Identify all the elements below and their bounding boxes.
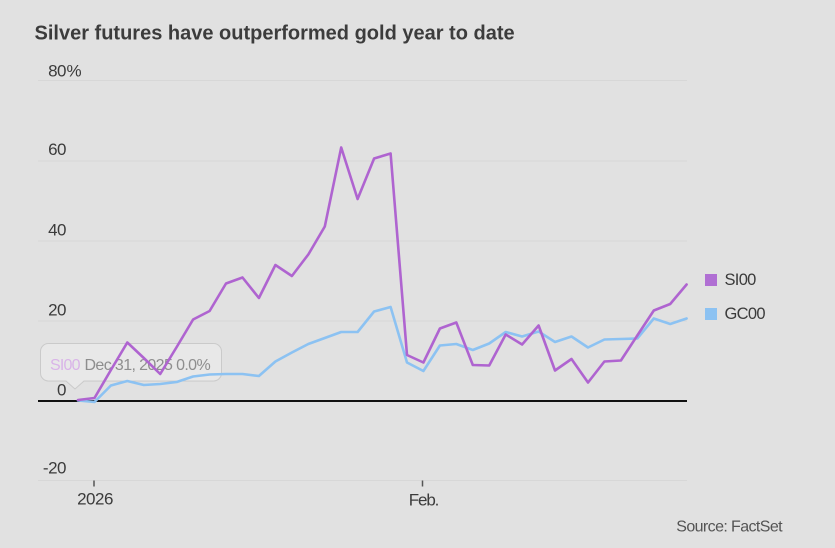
svg-text:%: % [67,62,82,81]
svg-text:2026: 2026 [77,490,113,509]
svg-text:Feb.: Feb. [409,491,439,510]
svg-text:20: 20 [48,301,66,320]
svg-text:GC00: GC00 [725,305,766,323]
svg-text:Silver futures have outperform: Silver futures have outperformed gold ye… [35,23,515,45]
svg-text:-20: -20 [43,459,66,478]
svg-text:Dec 31, 2025 0.0%: Dec 31, 2025 0.0% [85,357,211,374]
svg-text:SI00: SI00 [50,357,81,374]
svg-text:40: 40 [48,221,66,240]
svg-text:Source: FactSet: Source: FactSet [676,519,783,536]
svg-text:0: 0 [57,381,66,400]
svg-text:SI00: SI00 [725,271,757,289]
svg-text:60: 60 [48,140,66,159]
svg-text:80: 80 [48,62,66,81]
